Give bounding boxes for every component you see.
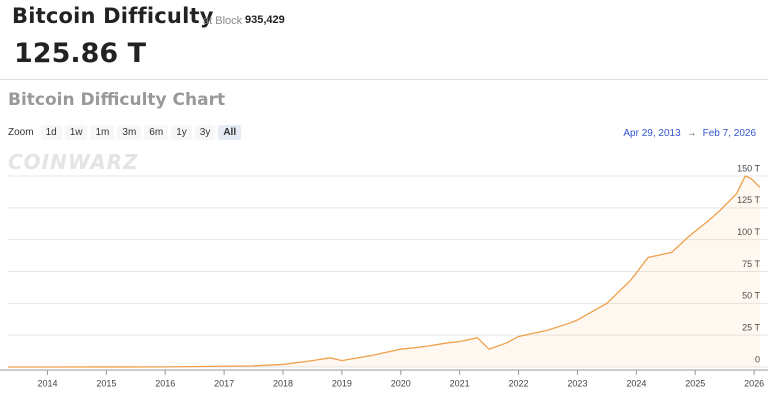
x-tick-label: 2018 <box>273 378 293 388</box>
current-difficulty: 125.86 T <box>14 38 147 69</box>
x-tick-label: 2020 <box>391 378 411 388</box>
y-tick-label: 50 T <box>742 291 760 301</box>
x-tick-label: 2017 <box>214 378 234 388</box>
x-tick-label: 2015 <box>96 378 116 388</box>
area <box>8 176 760 367</box>
zoom-button[interactable]: 1y <box>171 125 192 140</box>
chart-title: Bitcoin Difficulty Chart <box>8 90 226 110</box>
zoom-button[interactable]: 1w <box>64 125 88 140</box>
separator <box>0 79 768 80</box>
watermark: COINWARZ <box>8 150 139 174</box>
x-tick-label: 2019 <box>332 378 352 388</box>
range-to[interactable]: Feb 7, 2026 <box>702 128 756 139</box>
range-arrow: → <box>686 128 697 139</box>
x-tick-label: 2023 <box>567 378 587 388</box>
y-tick-label: 150 T <box>737 163 760 173</box>
y-tick-label: 125 T <box>737 195 760 205</box>
zoom-button[interactable]: 3y <box>194 125 216 140</box>
zoom-button[interactable]: 3m <box>117 125 142 140</box>
zoom-button[interactable]: All <box>218 125 242 140</box>
zoom-button[interactable]: 6m <box>144 125 169 140</box>
x-tick-label: 2014 <box>37 378 57 388</box>
x-tick-label: 2016 <box>155 378 175 388</box>
block-number: 935,429 <box>245 14 285 26</box>
x-tick-label: 2022 <box>509 378 529 388</box>
range-from[interactable]: Apr 29, 2013 <box>623 128 681 139</box>
x-tick-label: 2024 <box>626 378 646 388</box>
zoom-label: Zoom <box>8 127 34 138</box>
page-title: Bitcoin Difficulty <box>12 4 214 28</box>
y-tick-label: 25 T <box>742 323 760 333</box>
zoom-button[interactable]: 1m <box>90 125 115 140</box>
block-prefix: at Block <box>203 15 243 27</box>
zoom-button[interactable]: 1d <box>40 125 62 140</box>
y-tick-label: 75 T <box>742 259 760 269</box>
line <box>8 175 761 368</box>
y-tick-label: 100 T <box>737 227 760 237</box>
date-range: Apr 29, 2013 → Feb 7, 2026 <box>623 128 756 139</box>
x-tick-label: 2025 <box>685 378 705 388</box>
y-tick-label: 0 <box>755 354 760 364</box>
zoom-bar: Zoom 1d 1w 1m 3m 6m 1y 3y All <box>8 125 242 140</box>
x-tick-label: 2021 <box>450 378 470 388</box>
x-tick-label: 2026 <box>744 378 764 388</box>
